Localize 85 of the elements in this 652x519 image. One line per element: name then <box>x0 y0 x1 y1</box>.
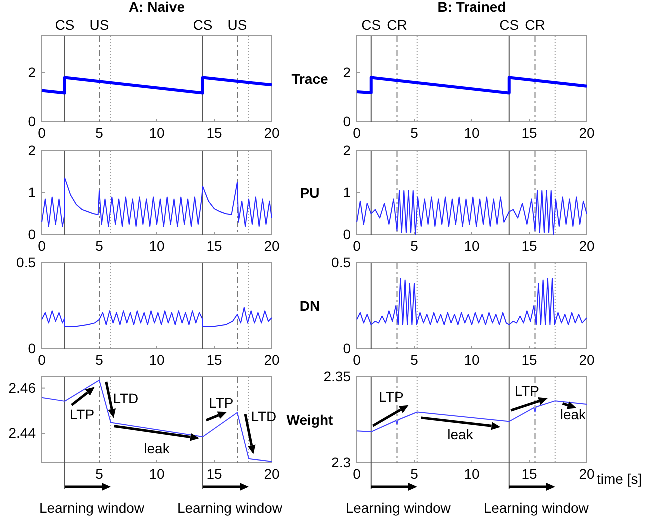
annotation: LTP <box>379 388 404 405</box>
y-axis-title: Weight <box>286 412 334 428</box>
x-tick-label: 5 <box>410 124 419 141</box>
x-tick-label: 5 <box>96 466 104 482</box>
x-tick-label: 20 <box>579 124 595 141</box>
x-tick-label: 20 <box>579 352 595 368</box>
x-tick-label: 15 <box>522 466 538 482</box>
y-tick-label: 0 <box>28 340 36 356</box>
text: Learning window <box>484 500 590 516</box>
x-tick-label: 10 <box>149 352 165 368</box>
y-tick-label: 2.3 <box>332 454 352 470</box>
y-tick-label: 2 <box>343 64 352 80</box>
chart-title: A: Naive <box>128 0 186 15</box>
x-tick-label: 5 <box>96 352 104 368</box>
x-tick-label: 0 <box>353 352 362 368</box>
y-tick-label: 2 <box>28 64 36 80</box>
ref-line-label: US <box>228 17 248 33</box>
x-tick-label: 10 <box>464 466 480 482</box>
y-tick-label: 2 <box>28 142 36 158</box>
annotation: LTD <box>251 408 277 425</box>
ref-line-label: US <box>90 17 110 33</box>
x-tick-label: 10 <box>464 352 480 368</box>
annotation: LTP <box>209 395 234 412</box>
x-tick-label: 10 <box>149 124 165 141</box>
x-tick-label: 0 <box>38 238 46 254</box>
annotation: leak <box>448 426 474 443</box>
x-tick-label: 15 <box>522 238 538 254</box>
ref-line-label: CR <box>525 17 546 33</box>
x-tick-label: 5 <box>96 124 104 141</box>
ref-line-label: CS <box>362 17 382 33</box>
y-tick-label: 1 <box>343 184 352 200</box>
y-axis-title: DN <box>300 298 320 314</box>
y-tick-label: 2.44 <box>8 425 36 442</box>
x-tick-label: 20 <box>264 124 280 141</box>
annotation: LTP <box>70 406 95 422</box>
ref-line-label: CS <box>55 17 75 33</box>
ref-line-label: CS <box>193 17 213 33</box>
x-tick-label: 0 <box>353 466 362 482</box>
x-tick-label: 15 <box>522 352 538 368</box>
y-tick-label: 1 <box>28 184 36 200</box>
y-tick-label: 0 <box>343 226 352 242</box>
x-tick-label: 5 <box>410 352 419 368</box>
x-tick-label: 15 <box>206 238 222 254</box>
ref-line-label: CS <box>500 17 520 33</box>
x-tick-label: 0 <box>38 352 46 368</box>
x-tick-label: 15 <box>206 352 222 368</box>
x-tick-label: 20 <box>579 466 595 482</box>
y-tick-label: 0 <box>28 113 36 130</box>
x-tick-label: 10 <box>149 238 165 254</box>
annotation: LTP <box>514 382 540 399</box>
text: Learning window <box>39 500 146 516</box>
annotation: leak <box>144 440 171 456</box>
y-tick-label: 0.5 <box>16 254 36 270</box>
x-tick-label: 15 <box>522 124 538 141</box>
annotation: LTD <box>113 390 139 406</box>
y-tick-label: 0 <box>343 113 352 130</box>
annotation: leak <box>560 406 588 422</box>
x-tick-label: 15 <box>206 124 222 141</box>
x-tick-label: 10 <box>464 124 480 141</box>
y-tick-label: 0.5 <box>332 254 352 270</box>
text: Learning window <box>177 500 284 516</box>
x-tick-label: 20 <box>264 466 280 482</box>
x-tick-label: 5 <box>96 238 104 254</box>
x-tick-label: 0 <box>353 238 362 254</box>
x-tick-label: 0 <box>353 124 362 141</box>
y-tick-label: 2.35 <box>324 368 352 384</box>
y-axis-title: PU <box>300 185 320 201</box>
y-tick-label: 2.46 <box>8 380 36 396</box>
text: Learning window <box>346 500 452 516</box>
x-tick-label: 5 <box>410 466 419 482</box>
y-tick-label: 2 <box>343 142 352 158</box>
x-tick-label: 20 <box>264 352 280 368</box>
y-tick-label: 0 <box>343 340 352 356</box>
y-axis-title: Trace <box>292 71 329 87</box>
x-tick-label: 20 <box>579 238 595 254</box>
ref-line-label: CR <box>387 17 408 33</box>
x-tick-label: 10 <box>149 466 165 482</box>
chart-title: B: Trained <box>438 0 506 15</box>
x-tick-label: 5 <box>410 238 419 254</box>
x-axis-title: time [s] <box>597 471 642 487</box>
x-tick-label: 0 <box>38 124 46 141</box>
y-tick-label: 0 <box>28 226 36 242</box>
x-tick-label: 10 <box>464 238 480 254</box>
x-tick-label: 15 <box>206 466 222 482</box>
x-tick-label: 20 <box>264 238 280 254</box>
